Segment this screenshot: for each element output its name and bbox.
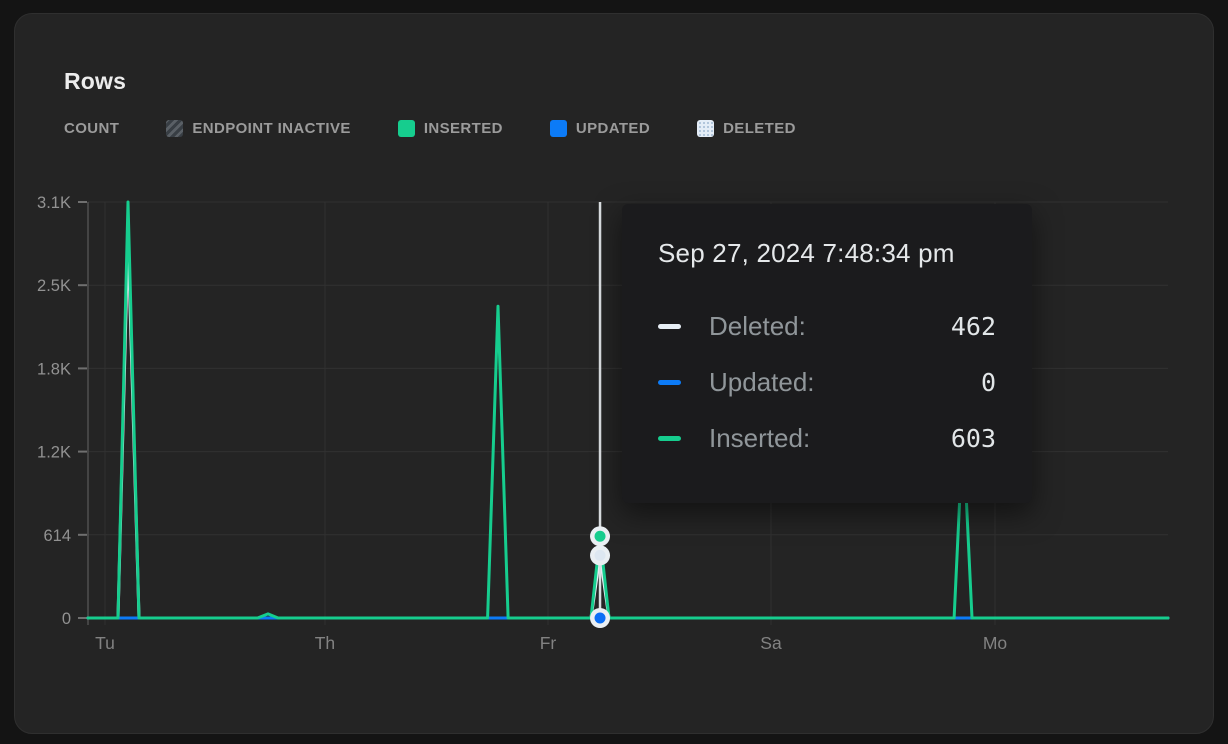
x-tick-label: Tu xyxy=(95,633,115,653)
deleted-dash-icon xyxy=(658,323,681,329)
tooltip-row-label: Deleted: xyxy=(709,310,806,341)
y-tick-label: 1.2K xyxy=(37,444,71,462)
y-tick-label: 1.8K xyxy=(37,360,71,378)
tooltip-row-value: 0 xyxy=(980,367,996,397)
legend-item-updated[interactable]: UPDATED xyxy=(549,119,651,137)
inserted-swatch-icon xyxy=(397,119,415,137)
tooltip-row-deleted: Deleted: 462 xyxy=(622,298,1032,354)
tooltip-rows: Deleted: 462 Updated: 0 Inserted: 603 xyxy=(622,298,1032,466)
tooltip-row-updated: Updated: 0 xyxy=(622,354,1032,410)
legend-item-deleted[interactable]: DELETED xyxy=(697,119,796,137)
tooltip-row-label: Updated: xyxy=(709,366,815,397)
marker-dot-updated xyxy=(594,612,606,624)
y-tick-label: 2.5K xyxy=(37,277,71,295)
legend-item-label: DELETED xyxy=(723,119,796,137)
chart-legend: COUNT ENDPOINT INACTIVE INSERTED UPDATED… xyxy=(64,118,843,138)
tooltip-row-value: 603 xyxy=(950,423,996,453)
marker-dot-inserted xyxy=(594,530,606,542)
marker-dot-deleted xyxy=(594,549,606,561)
tooltip-row-value: 462 xyxy=(950,311,996,341)
legend-item-label: ENDPOINT INACTIVE xyxy=(192,119,351,137)
legend-item-inserted[interactable]: INSERTED xyxy=(397,119,503,137)
updated-swatch-icon xyxy=(549,119,567,137)
x-tick-label: Mo xyxy=(983,633,1007,653)
updated-dash-icon xyxy=(658,379,681,385)
y-tick-label: 614 xyxy=(43,527,71,545)
legend-item-label: UPDATED xyxy=(575,119,651,137)
page-title: Rows xyxy=(64,68,127,94)
legend-metric-count: COUNT xyxy=(64,120,119,137)
tooltip-row-inserted: Inserted: 603 xyxy=(622,410,1032,466)
y-tick-label: 3.1K xyxy=(37,194,71,212)
tooltip-timestamp: Sep 27, 2024 7:48:34 pm xyxy=(658,238,955,268)
inserted-dash-icon xyxy=(658,435,681,441)
tooltip-row-label: Inserted: xyxy=(709,422,811,453)
legend-item-label: INSERTED xyxy=(423,119,503,137)
legend-item-endpoint-inactive[interactable]: ENDPOINT INACTIVE xyxy=(166,119,351,137)
chart-tooltip: Sep 27, 2024 7:48:34 pm Deleted: 462 Upd… xyxy=(622,204,1032,503)
x-tick-label: Sa xyxy=(760,633,782,653)
y-tick-label: 0 xyxy=(62,610,71,628)
hatched-swatch-icon xyxy=(166,119,184,137)
deleted-swatch-icon xyxy=(697,119,715,137)
x-tick-label: Th xyxy=(315,633,335,653)
x-tick-label: Fr xyxy=(540,633,557,653)
legend-metric-label: COUNT xyxy=(64,119,120,137)
series-line-inserted xyxy=(86,200,1170,620)
